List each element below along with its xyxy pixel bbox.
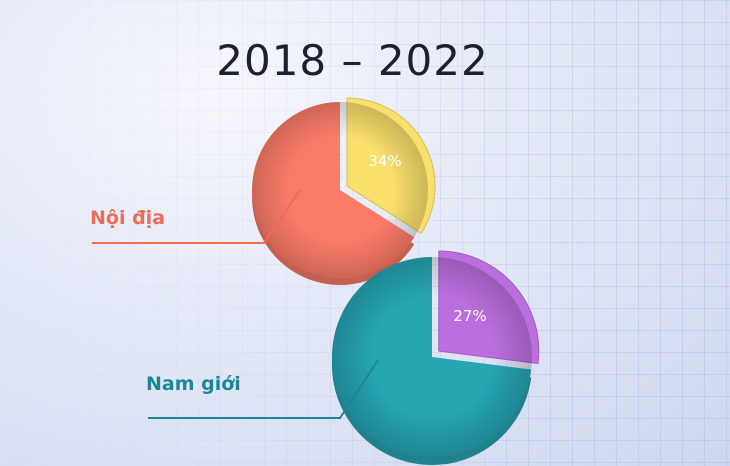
pie-chart-noi-dia: 34% Nội địa xyxy=(90,97,436,285)
chart-title: 2018 – 2022 xyxy=(216,36,489,85)
pie2-percent-label: 27% xyxy=(453,307,486,325)
pie1-percent-label: 34% xyxy=(368,152,401,170)
pie2-leader-line xyxy=(148,359,379,419)
pie1-series-label: Nội địa xyxy=(90,207,165,229)
pie1-leader-line xyxy=(92,189,301,244)
pie2-series-label: Nam giới xyxy=(146,373,241,395)
